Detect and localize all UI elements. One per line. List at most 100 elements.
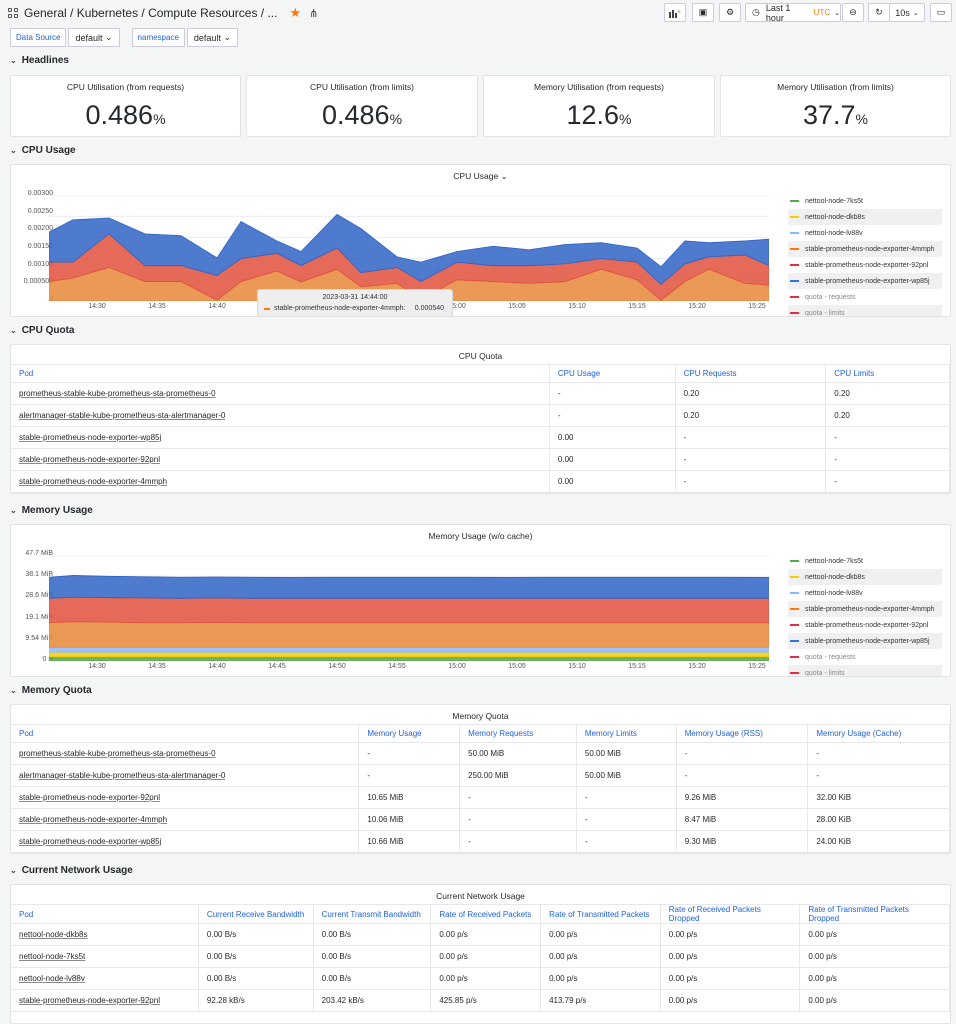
series-area-stable-prometheus-node-exporter-92pnl[interactable] (49, 596, 769, 624)
column-header[interactable]: Current Transmit Bandwidth (313, 904, 432, 924)
pod-link[interactable]: alertmanager-stable-kube-prometheus-sta-… (11, 764, 360, 787)
row-headlines[interactable]: ⌄ Headlines (10, 55, 69, 66)
add-panel-button[interactable]: + (664, 3, 686, 22)
table-cell: 32.00 KiB (807, 786, 950, 809)
legend-item[interactable]: stable-prometheus-node-exporter-4mmph (788, 601, 942, 617)
series-area-nettool-node-dkb8s[interactable] (49, 651, 769, 657)
pod-link[interactable]: stable-prometheus-node-exporter-92pnl (11, 786, 360, 809)
pod-link[interactable]: nettool-node-dkb8s (11, 923, 199, 946)
table-cell: 0.00 B/s (313, 923, 432, 946)
legend-label: quota - requests (805, 653, 856, 661)
legend-item[interactable]: nettool-node-7ks5t (788, 193, 942, 209)
column-header[interactable]: CPU Requests (675, 364, 827, 383)
series-area-stable-prometheus-node-exporter-wp85j[interactable] (49, 575, 769, 599)
datasource-variable-select[interactable]: default ⌄ (68, 28, 120, 47)
cpu-usage-plot[interactable] (49, 195, 769, 301)
legend-item[interactable]: nettool-node-lv88v (788, 585, 942, 601)
table-cell: - (576, 830, 677, 853)
table-cell: - (676, 764, 809, 787)
row-memory-quota[interactable]: ⌄ Memory Quota (10, 685, 92, 696)
legend-item[interactable]: quota - requests (788, 649, 942, 665)
zoom-out-button[interactable]: ⊖ (842, 3, 864, 22)
panel-title[interactable]: CPU Usage ⌄ (11, 165, 950, 182)
legend-item[interactable]: stable-prometheus-node-exporter-4mmph (788, 241, 942, 257)
legend-swatch (790, 280, 799, 282)
series-area-stable-prometheus-node-exporter-4mmph[interactable] (49, 621, 769, 648)
breadcrumb[interactable]: General / Kubernetes / Compute Resources… (24, 6, 278, 20)
column-header[interactable]: Memory Limits (576, 724, 677, 743)
column-header[interactable]: Rate of Transmitted Packets Dropped (799, 904, 950, 924)
legend-item[interactable]: stable-prometheus-node-exporter-92pnl (788, 257, 942, 273)
row-memory-usage[interactable]: ⌄ Memory Usage (10, 505, 93, 516)
dashboard-settings-button[interactable]: ⚙ (719, 3, 741, 22)
legend-item[interactable]: stable-prometheus-node-exporter-wp85j (788, 633, 942, 649)
time-range-picker[interactable]: ◷ Last 1 hour UTC ⌄ (745, 3, 841, 23)
pod-link[interactable]: stable-prometheus-node-exporter-wp85j (11, 426, 550, 449)
star-icon[interactable]: ★ (289, 5, 302, 20)
column-header[interactable]: Pod (11, 904, 199, 924)
legend-item[interactable]: quota - limits (788, 665, 942, 676)
column-header[interactable]: Memory Usage (358, 724, 461, 743)
table-cell: 8.47 MiB (676, 808, 809, 831)
series-area-stable-prometheus-node-exporter-wp85j[interactable] (49, 213, 769, 285)
share-icon[interactable]: ⋔ (309, 7, 319, 20)
namespace-variable-select[interactable]: default ⌄ (186, 28, 238, 47)
pod-link[interactable]: stable-prometheus-node-exporter-92pnl (11, 989, 199, 1012)
table-cell: 0.00 B/s (313, 945, 432, 968)
apps-grid-icon[interactable] (8, 8, 18, 18)
network-usage-table: Pod Current Receive Bandwidth Current Tran… (11, 904, 950, 1012)
legend-label: stable-prometheus-node-exporter-wp85j (805, 277, 930, 285)
refresh-interval-picker[interactable]: 10s ⌄ (889, 3, 925, 22)
series-area-nettool-node-7ks5t[interactable] (49, 656, 769, 661)
table-row: alertmanager-stable-kube-prometheus-sta-… (11, 404, 950, 427)
column-header[interactable]: Pod (11, 364, 550, 383)
pod-link[interactable]: prometheus-stable-kube-prometheus-sta-pr… (11, 742, 360, 765)
column-header[interactable]: Memory Usage (RSS) (676, 724, 809, 743)
column-header[interactable]: Current Receive Bandwidth (198, 904, 314, 924)
table-cell: 0.00 p/s (660, 945, 801, 968)
column-header[interactable]: Memory Usage (Cache) (807, 724, 950, 743)
pod-link[interactable]: nettool-node-lv88v (11, 967, 199, 990)
pod-link[interactable]: prometheus-stable-kube-prometheus-sta-pr… (11, 382, 550, 405)
pod-link[interactable]: alertmanager-stable-kube-prometheus-sta-… (11, 404, 550, 427)
series-area-nettool-node-lv88v[interactable] (49, 646, 769, 653)
save-dashboard-button[interactable]: ▣ (692, 3, 714, 22)
column-header[interactable]: CPU Usage (549, 364, 676, 383)
pod-link[interactable]: stable-prometheus-node-exporter-92pnl (11, 448, 550, 471)
svg-text:+: + (677, 9, 681, 16)
legend-item[interactable]: stable-prometheus-node-exporter-92pnl (788, 617, 942, 633)
pod-link[interactable]: stable-prometheus-node-exporter-wp85j (11, 830, 360, 853)
legend-item[interactable]: nettool-node-7ks5t (788, 553, 942, 569)
table-cell: 250.00 MiB (459, 764, 577, 787)
cpu-quota-panel: CPU Quota Pod CPU Usage CPU Requests CPU Li… (10, 344, 951, 494)
column-header[interactable]: Rate of Transmitted Packets (540, 904, 661, 924)
table-cell: 10.65 MiB (358, 786, 461, 809)
datasource-variable-label: Data Source (10, 28, 67, 47)
chevron-down-icon: ⌄ (834, 9, 840, 17)
legend-item[interactable]: quota - requests (788, 289, 942, 305)
save-icon: ▣ (698, 7, 708, 17)
legend-item[interactable]: nettool-node-lv88v (788, 225, 942, 241)
row-current-network-usage[interactable]: ⌄ Current Network Usage (10, 865, 133, 876)
column-header[interactable]: Pod (11, 724, 360, 743)
legend-item[interactable]: stable-prometheus-node-exporter-wp85j (788, 273, 942, 289)
row-cpu-quota[interactable]: ⌄ CPU Quota (10, 325, 74, 336)
legend-item[interactable]: nettool-node-dkb8s (788, 209, 942, 225)
legend-swatch (790, 312, 799, 314)
column-header[interactable]: Memory Requests (459, 724, 577, 743)
column-header[interactable]: CPU Limits (825, 364, 950, 383)
memory-usage-plot[interactable] (49, 555, 769, 661)
row-cpu-usage[interactable]: ⌄ CPU Usage (10, 145, 76, 156)
column-header[interactable]: Rate of Received Packets (430, 904, 542, 924)
pod-link[interactable]: stable-prometheus-node-exporter-4mmph (11, 808, 360, 831)
refresh-button[interactable]: ↻ (868, 3, 890, 22)
tv-mode-button[interactable]: ▭ (930, 3, 952, 22)
table-cell: 0.00 p/s (799, 967, 950, 990)
column-header[interactable]: Rate of Received Packets Dropped (660, 904, 801, 924)
legend-item[interactable]: quota - limits (788, 305, 942, 316)
pod-link[interactable]: stable-prometheus-node-exporter-4mmph (11, 470, 550, 493)
zoom-out-icon: ⊖ (849, 7, 857, 17)
pod-link[interactable]: nettool-node-7ks5t (11, 945, 199, 968)
legend-item[interactable]: nettool-node-dkb8s (788, 569, 942, 585)
x-tick-label: 14:40 (208, 303, 226, 310)
